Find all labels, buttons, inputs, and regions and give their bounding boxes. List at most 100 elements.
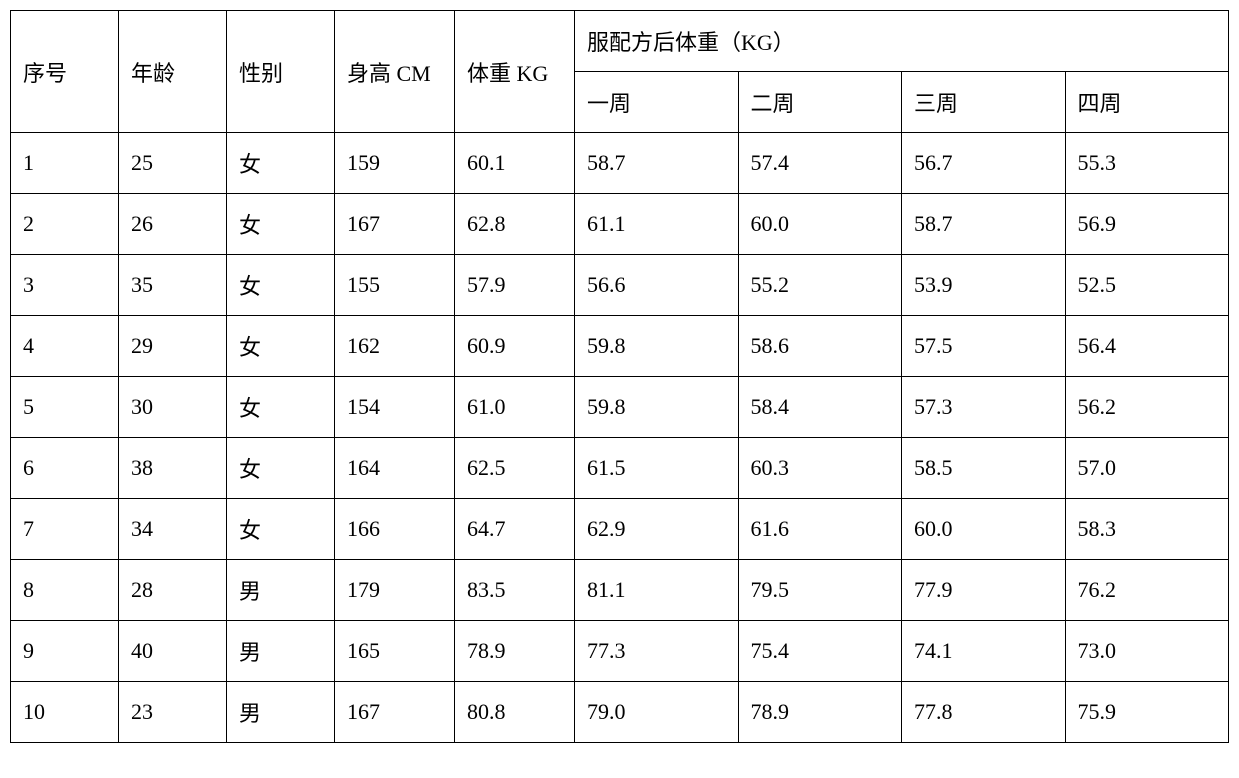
cell-height: 154 xyxy=(335,377,455,438)
cell-height: 162 xyxy=(335,316,455,377)
cell-age: 34 xyxy=(119,499,227,560)
cell-week2: 79.5 xyxy=(738,560,902,621)
cell-weight: 60.9 xyxy=(455,316,575,377)
cell-week1: 61.1 xyxy=(575,194,739,255)
cell-gender: 女 xyxy=(227,499,335,560)
cell-week3: 57.5 xyxy=(902,316,1066,377)
cell-week4: 73.0 xyxy=(1065,621,1229,682)
cell-week4: 55.3 xyxy=(1065,133,1229,194)
cell-weight: 61.0 xyxy=(455,377,575,438)
cell-gender: 女 xyxy=(227,438,335,499)
cell-seq: 4 xyxy=(11,316,119,377)
cell-seq: 7 xyxy=(11,499,119,560)
header-age: 年龄 xyxy=(119,11,227,133)
table-header-row-1: 序号 年龄 性别 身高 CM 体重 KG 服配方后体重（KG） xyxy=(11,11,1229,72)
cell-weight: 64.7 xyxy=(455,499,575,560)
table-body: 125女15960.158.757.456.755.3226女16762.861… xyxy=(11,133,1229,743)
cell-week2: 60.3 xyxy=(738,438,902,499)
cell-age: 38 xyxy=(119,438,227,499)
cell-age: 35 xyxy=(119,255,227,316)
cell-week1: 59.8 xyxy=(575,316,739,377)
header-after-formula: 服配方后体重（KG） xyxy=(575,11,1229,72)
header-week2: 二周 xyxy=(738,72,902,133)
cell-gender: 男 xyxy=(227,682,335,743)
cell-week4: 76.2 xyxy=(1065,560,1229,621)
cell-gender: 女 xyxy=(227,133,335,194)
cell-week2: 61.6 xyxy=(738,499,902,560)
cell-height: 167 xyxy=(335,682,455,743)
cell-height: 164 xyxy=(335,438,455,499)
table-row: 530女15461.059.858.457.356.2 xyxy=(11,377,1229,438)
header-seq: 序号 xyxy=(11,11,119,133)
cell-week3: 74.1 xyxy=(902,621,1066,682)
cell-seq: 3 xyxy=(11,255,119,316)
cell-week2: 78.9 xyxy=(738,682,902,743)
cell-seq: 2 xyxy=(11,194,119,255)
table-row: 226女16762.861.160.058.756.9 xyxy=(11,194,1229,255)
header-gender: 性别 xyxy=(227,11,335,133)
cell-week2: 58.6 xyxy=(738,316,902,377)
cell-weight: 62.5 xyxy=(455,438,575,499)
cell-seq: 8 xyxy=(11,560,119,621)
table-row: 1023男16780.879.078.977.875.9 xyxy=(11,682,1229,743)
table-row: 940男16578.977.375.474.173.0 xyxy=(11,621,1229,682)
cell-age: 26 xyxy=(119,194,227,255)
cell-age: 29 xyxy=(119,316,227,377)
cell-age: 23 xyxy=(119,682,227,743)
cell-week2: 75.4 xyxy=(738,621,902,682)
table-row: 828男17983.581.179.577.976.2 xyxy=(11,560,1229,621)
cell-gender: 女 xyxy=(227,194,335,255)
cell-week4: 56.4 xyxy=(1065,316,1229,377)
cell-gender: 女 xyxy=(227,377,335,438)
cell-week1: 77.3 xyxy=(575,621,739,682)
cell-seq: 10 xyxy=(11,682,119,743)
cell-week3: 58.7 xyxy=(902,194,1066,255)
cell-age: 40 xyxy=(119,621,227,682)
cell-week4: 56.9 xyxy=(1065,194,1229,255)
cell-seq: 9 xyxy=(11,621,119,682)
cell-age: 25 xyxy=(119,133,227,194)
cell-weight: 80.8 xyxy=(455,682,575,743)
cell-week3: 77.8 xyxy=(902,682,1066,743)
cell-seq: 5 xyxy=(11,377,119,438)
cell-weight: 57.9 xyxy=(455,255,575,316)
cell-height: 159 xyxy=(335,133,455,194)
header-week3: 三周 xyxy=(902,72,1066,133)
cell-week1: 79.0 xyxy=(575,682,739,743)
cell-week3: 77.9 xyxy=(902,560,1066,621)
cell-gender: 男 xyxy=(227,560,335,621)
cell-gender: 女 xyxy=(227,255,335,316)
cell-week4: 56.2 xyxy=(1065,377,1229,438)
header-week4: 四周 xyxy=(1065,72,1229,133)
cell-height: 165 xyxy=(335,621,455,682)
cell-week3: 57.3 xyxy=(902,377,1066,438)
cell-height: 166 xyxy=(335,499,455,560)
cell-height: 155 xyxy=(335,255,455,316)
cell-age: 30 xyxy=(119,377,227,438)
cell-week3: 53.9 xyxy=(902,255,1066,316)
table-row: 429女16260.959.858.657.556.4 xyxy=(11,316,1229,377)
header-weight: 体重 KG xyxy=(455,11,575,133)
cell-week2: 60.0 xyxy=(738,194,902,255)
cell-weight: 60.1 xyxy=(455,133,575,194)
cell-week4: 52.5 xyxy=(1065,255,1229,316)
cell-week4: 57.0 xyxy=(1065,438,1229,499)
cell-week1: 58.7 xyxy=(575,133,739,194)
cell-weight: 78.9 xyxy=(455,621,575,682)
header-height: 身高 CM xyxy=(335,11,455,133)
cell-week1: 81.1 xyxy=(575,560,739,621)
cell-week3: 60.0 xyxy=(902,499,1066,560)
cell-week2: 58.4 xyxy=(738,377,902,438)
table-row: 125女15960.158.757.456.755.3 xyxy=(11,133,1229,194)
cell-height: 167 xyxy=(335,194,455,255)
cell-week4: 75.9 xyxy=(1065,682,1229,743)
cell-week4: 58.3 xyxy=(1065,499,1229,560)
header-week1: 一周 xyxy=(575,72,739,133)
cell-week1: 56.6 xyxy=(575,255,739,316)
table-row: 638女16462.561.560.358.557.0 xyxy=(11,438,1229,499)
cell-week1: 61.5 xyxy=(575,438,739,499)
cell-week2: 55.2 xyxy=(738,255,902,316)
cell-seq: 1 xyxy=(11,133,119,194)
cell-week2: 57.4 xyxy=(738,133,902,194)
cell-week3: 56.7 xyxy=(902,133,1066,194)
